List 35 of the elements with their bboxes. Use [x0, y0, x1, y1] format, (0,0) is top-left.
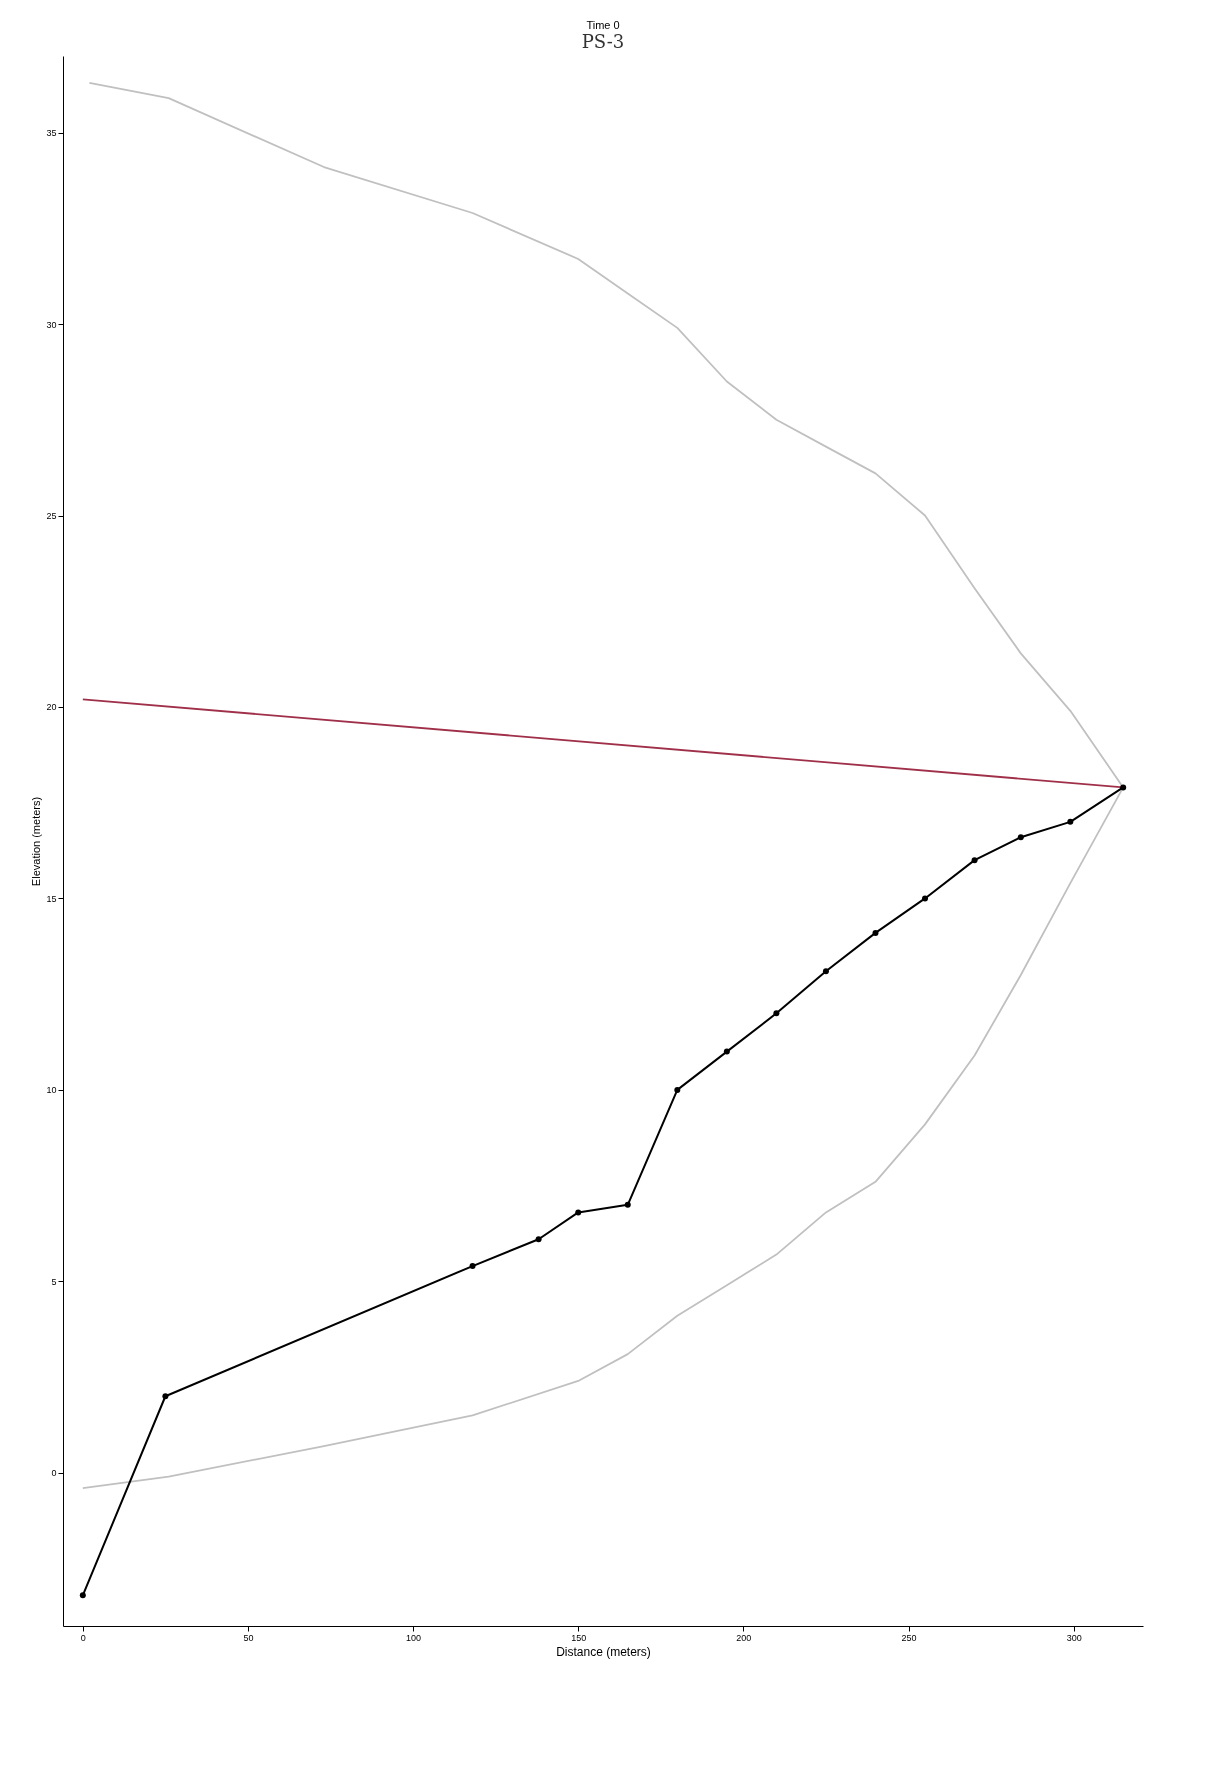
x-tick-label: 300 — [1066, 1632, 1082, 1643]
point — [79, 1592, 86, 1599]
y-tick-label: 30 — [46, 319, 57, 330]
point — [1067, 818, 1074, 825]
point — [822, 968, 829, 975]
point — [1120, 784, 1127, 791]
text: PS-3 — [581, 31, 625, 52]
y-tick-label: 5 — [51, 1276, 57, 1287]
point — [922, 895, 929, 902]
y-tick-label: 10 — [46, 1085, 57, 1096]
point — [624, 1201, 631, 1208]
x-tick-label: 200 — [736, 1632, 752, 1643]
y-tick-label: 15 — [46, 893, 57, 904]
x-tick-label: 250 — [901, 1632, 917, 1643]
y-tick-label: 20 — [46, 702, 57, 713]
x-axis-title: Distance (meters) — [556, 1644, 651, 1659]
x-tick-label: 100 — [406, 1632, 422, 1643]
x-tick-label: 150 — [571, 1632, 587, 1643]
y-tick-label: 0 — [51, 1468, 57, 1479]
y-tick-label: 35 — [46, 128, 57, 139]
point — [723, 1048, 730, 1055]
chart-title: Time 0 — [586, 19, 620, 31]
y-tick-label: 25 — [46, 511, 57, 522]
x-tick-label: 0 — [80, 1632, 86, 1643]
point — [872, 929, 879, 936]
x-tick-label: 50 — [243, 1632, 254, 1643]
point — [1017, 834, 1024, 841]
y-axis-title: Elevation (meters) — [30, 796, 43, 887]
point — [971, 857, 978, 864]
point — [162, 1393, 169, 1400]
point — [575, 1209, 582, 1216]
point — [773, 1010, 780, 1017]
point — [674, 1086, 681, 1093]
point — [469, 1263, 476, 1270]
point — [535, 1236, 542, 1243]
